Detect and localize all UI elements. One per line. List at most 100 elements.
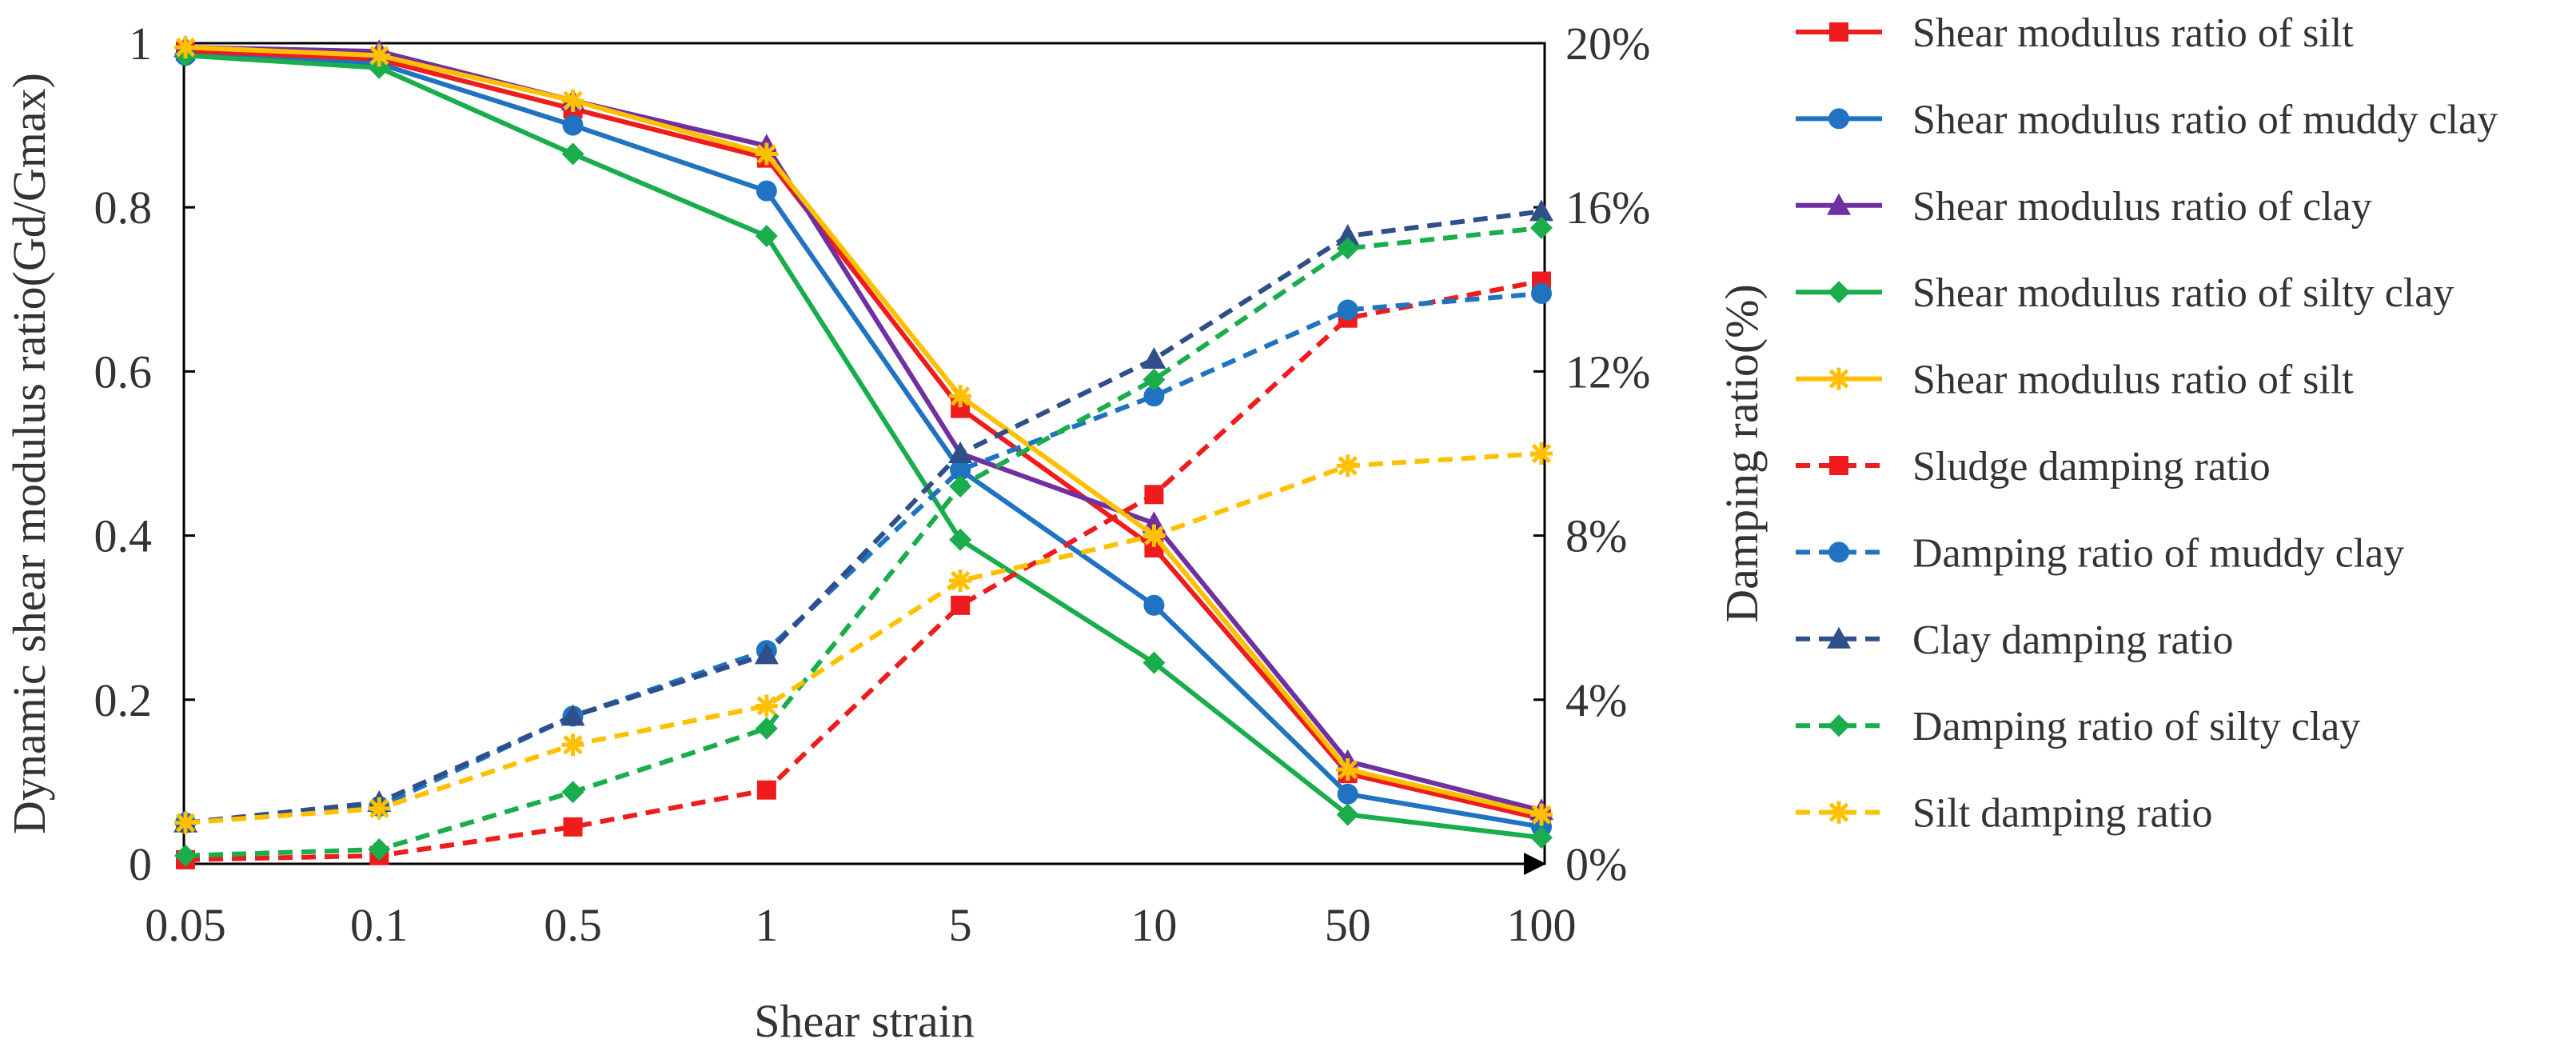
data-point — [561, 142, 584, 166]
data-point — [1335, 224, 1360, 246]
data-point — [949, 569, 972, 593]
series-line — [185, 209, 1542, 825]
data-point — [1337, 783, 1358, 805]
legend: Shear modulus ratio of silt Shear modulus… — [1796, 10, 2498, 837]
data-point — [561, 733, 584, 757]
data-point — [368, 797, 391, 820]
x-tick-label: 0.05 — [145, 899, 226, 951]
legend-marker — [1828, 714, 1850, 737]
data-point — [1143, 386, 1165, 407]
data-point — [1530, 442, 1553, 465]
data-point — [755, 717, 778, 740]
series-line — [185, 451, 1542, 825]
series-2 — [173, 35, 1553, 821]
data-point — [1142, 651, 1166, 674]
y2-tick-label: 12% — [1565, 346, 1650, 398]
series-4 — [174, 36, 1553, 826]
y-tick-label: 0.4 — [94, 510, 153, 562]
data-point — [1143, 594, 1165, 616]
legend-marker — [1827, 626, 1851, 649]
legend-label: Damping ratio of muddy clay — [1912, 530, 2404, 576]
series-1 — [175, 45, 1552, 837]
y-axis-title: Dynamic shear modulus ratio(Gd/Gmax) — [3, 73, 55, 834]
legend-item: Clay damping ratio — [1796, 617, 2233, 663]
y-tick-label: 0.2 — [94, 674, 153, 726]
legend-marker — [1828, 367, 1850, 390]
series-line — [185, 290, 1542, 825]
data-point — [1144, 485, 1164, 505]
data-point — [1530, 826, 1553, 849]
data-point — [755, 142, 778, 166]
data-point — [1337, 299, 1358, 321]
legend-label: Shear modulus ratio of muddy clay — [1912, 97, 2498, 142]
data-point — [368, 44, 391, 67]
data-point — [1531, 282, 1552, 304]
legend-label: Shear modulus ratio of clay — [1912, 184, 2372, 230]
plot-border — [182, 42, 1546, 865]
legend-label: Shear modulus ratio of silt — [1912, 358, 2354, 403]
data-point — [1142, 368, 1166, 391]
data-point — [1142, 524, 1166, 547]
data-point — [174, 811, 197, 834]
legend-label: Shear modulus ratio of silty clay — [1912, 270, 2454, 316]
y2-tick-label: 16% — [1565, 182, 1650, 234]
data-point — [1336, 758, 1359, 781]
legend-marker — [1828, 281, 1850, 304]
data-point — [561, 89, 584, 112]
data-point — [950, 459, 971, 481]
legend-label: Silt damping ratio — [1912, 791, 2213, 837]
data-point — [560, 704, 585, 726]
legend-item: Shear modulus ratio of muddy clay — [1796, 97, 2498, 142]
legend-item: Shear modulus ratio of silt — [1796, 10, 2354, 56]
data-point — [562, 114, 584, 136]
x-tick-label: 5 — [949, 899, 972, 951]
y-tick-label: 0.6 — [94, 346, 153, 398]
legend-label: Clay damping ratio — [1912, 617, 2233, 663]
data-point — [1142, 347, 1166, 370]
data-point — [949, 475, 972, 498]
legend-item: Shear modulus ratio of silty clay — [1796, 270, 2454, 316]
series-8 — [174, 216, 1553, 867]
x-tick-label: 100 — [1507, 899, 1577, 951]
data-point — [1530, 803, 1553, 826]
data-point — [1336, 803, 1359, 826]
data-point — [563, 817, 583, 837]
data-point — [368, 838, 391, 861]
data-point — [949, 528, 972, 551]
series-0 — [176, 42, 1551, 829]
legend-label: Damping ratio of silty clay — [1912, 704, 2360, 749]
data-point — [1336, 237, 1359, 260]
data-point — [754, 642, 779, 665]
data-point — [756, 180, 777, 202]
data-point — [755, 225, 778, 248]
axes: 0 0.2 0.4 0.6 0.8 1 0% 4% 8% 12% 16% 20% 0.05 0.1 0.5 1… — [3, 18, 1768, 1047]
y-tick-label: 0 — [129, 838, 152, 890]
data-point — [174, 36, 197, 59]
series-line — [185, 49, 1542, 821]
y-tick-label: 1 — [129, 18, 152, 70]
y-tick-label: 0.8 — [94, 182, 153, 234]
series-line — [185, 45, 1542, 817]
series-9 — [174, 442, 1553, 834]
series-7 — [173, 199, 1553, 833]
legend-item: Damping ratio of silty clay — [1796, 704, 2360, 749]
data-point — [949, 385, 972, 408]
x-tick-label: 1 — [755, 899, 778, 951]
y2-tick-label: 20% — [1565, 18, 1650, 70]
data-point — [174, 844, 197, 867]
data-point — [755, 694, 778, 717]
x-tick-label: 0.5 — [544, 899, 602, 951]
y2-tick-label: 8% — [1565, 510, 1627, 562]
x-tick-label: 0.1 — [350, 899, 409, 951]
series-6 — [175, 282, 1552, 833]
data-point — [756, 780, 776, 800]
data-point — [948, 442, 973, 463]
legend-item: Sludge damping ratio — [1796, 444, 2271, 490]
legend-marker — [1827, 193, 1851, 215]
legend-item: Damping ratio of muddy clay — [1796, 530, 2404, 576]
y2-tick-label: 0% — [1565, 838, 1627, 890]
legend-item: Silt damping ratio — [1796, 791, 2213, 837]
series-3 — [174, 44, 1553, 849]
